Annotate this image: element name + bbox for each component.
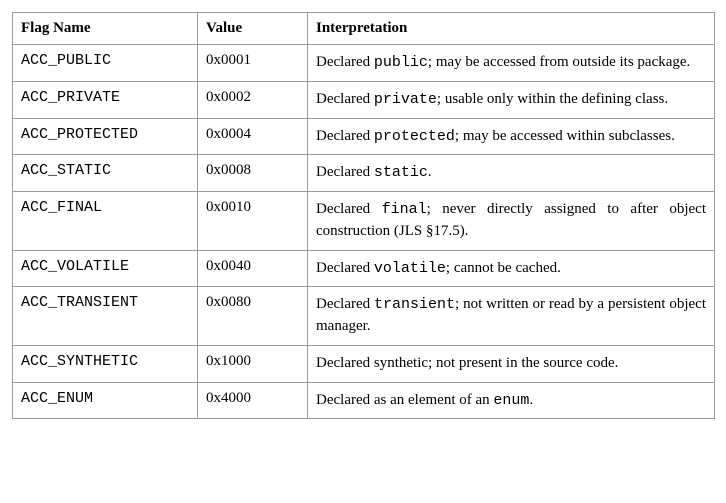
interp-text: Declared xyxy=(316,201,382,217)
table-row: ACC_ENUM0x4000Declared as an element of … xyxy=(13,382,715,419)
flag-interp-cell: Declared synthetic; not present in the s… xyxy=(308,345,715,382)
interp-keyword: transient xyxy=(374,296,455,313)
flag-value-cell: 0x4000 xyxy=(198,382,308,419)
flag-interp-cell: Declared protected; may be accessed with… xyxy=(308,118,715,155)
interp-text: . xyxy=(428,164,432,180)
flag-interp-cell: Declared static. xyxy=(308,155,715,192)
interp-keyword: volatile xyxy=(374,260,446,277)
flag-name-cell: ACC_SYNTHETIC xyxy=(13,345,198,382)
flag-value-cell: 0x0001 xyxy=(198,45,308,82)
table-body: ACC_PUBLIC0x0001Declared public; may be … xyxy=(13,45,715,419)
interp-text: . xyxy=(529,392,533,408)
flag-value-cell: 0x0002 xyxy=(198,81,308,118)
flag-interp-cell: Declared private; usable only within the… xyxy=(308,81,715,118)
col-header-value: Value xyxy=(198,13,308,45)
interp-text: Declared xyxy=(316,296,374,312)
flag-interp-cell: Declared final; never directly assigned … xyxy=(308,192,715,251)
interp-keyword: protected xyxy=(374,128,455,145)
interp-text: Declared xyxy=(316,91,374,107)
interp-keyword: final xyxy=(382,201,427,218)
flag-name-cell: ACC_FINAL xyxy=(13,192,198,251)
table-row: ACC_FINAL0x0010Declared final; never dir… xyxy=(13,192,715,251)
interp-text: ; usable only within the defining class. xyxy=(437,91,668,107)
flag-value-cell: 0x0080 xyxy=(198,287,308,346)
interp-text: Declared xyxy=(316,54,374,70)
flag-name-cell: ACC_TRANSIENT xyxy=(13,287,198,346)
flag-value-cell: 0x0010 xyxy=(198,192,308,251)
flag-value-cell: 0x0040 xyxy=(198,250,308,287)
interp-text: ; may be accessed from outside its packa… xyxy=(428,54,690,70)
table-row: ACC_TRANSIENT0x0080Declared transient; n… xyxy=(13,287,715,346)
interp-keyword: private xyxy=(374,91,437,108)
flag-value-cell: 0x0004 xyxy=(198,118,308,155)
interp-text: Declared xyxy=(316,260,374,276)
interp-text: Declared as an element of an xyxy=(316,392,493,408)
table-row: ACC_PROTECTED0x0004Declared protected; m… xyxy=(13,118,715,155)
table-row: ACC_STATIC0x0008Declared static. xyxy=(13,155,715,192)
interp-keyword: enum xyxy=(493,392,529,409)
flag-name-cell: ACC_PRIVATE xyxy=(13,81,198,118)
flag-name-cell: ACC_PUBLIC xyxy=(13,45,198,82)
table-row: ACC_VOLATILE0x0040Declared volatile; can… xyxy=(13,250,715,287)
flag-interp-cell: Declared as an element of an enum. xyxy=(308,382,715,419)
flag-name-cell: ACC_VOLATILE xyxy=(13,250,198,287)
flag-value-cell: 0x0008 xyxy=(198,155,308,192)
flag-interp-cell: Declared public; may be accessed from ou… xyxy=(308,45,715,82)
access-flags-table: Flag Name Value Interpretation ACC_PUBLI… xyxy=(12,12,715,419)
table-row: ACC_PUBLIC0x0001Declared public; may be … xyxy=(13,45,715,82)
interp-text: Declared synthetic; not present in the s… xyxy=(316,355,618,371)
interp-text: Declared xyxy=(316,128,374,144)
interp-text: ; may be accessed within subclasses. xyxy=(455,128,675,144)
flag-name-cell: ACC_PROTECTED xyxy=(13,118,198,155)
table-row: ACC_PRIVATE0x0002Declared private; usabl… xyxy=(13,81,715,118)
interp-text: Declared xyxy=(316,164,374,180)
interp-text: ; cannot be cached. xyxy=(446,260,561,276)
flag-name-cell: ACC_STATIC xyxy=(13,155,198,192)
col-header-flag: Flag Name xyxy=(13,13,198,45)
interp-keyword: static xyxy=(374,164,428,181)
flag-interp-cell: Declared volatile; cannot be cached. xyxy=(308,250,715,287)
flag-interp-cell: Declared transient; not written or read … xyxy=(308,287,715,346)
interp-keyword: public xyxy=(374,54,428,71)
flag-name-cell: ACC_ENUM xyxy=(13,382,198,419)
table-header-row: Flag Name Value Interpretation xyxy=(13,13,715,45)
table-row: ACC_SYNTHETIC0x1000 Declared synthetic; n… xyxy=(13,345,715,382)
flag-value-cell: 0x1000 xyxy=(198,345,308,382)
col-header-interp: Interpretation xyxy=(308,13,715,45)
